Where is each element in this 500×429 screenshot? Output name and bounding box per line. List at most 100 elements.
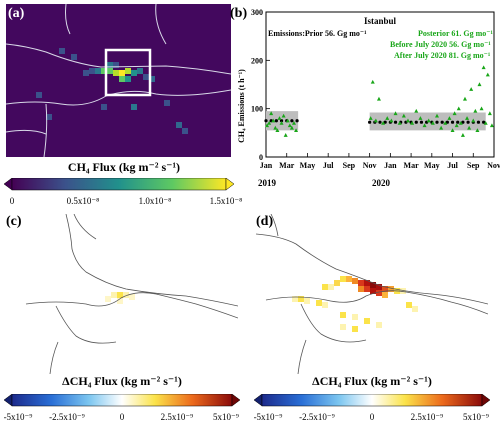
- posterior-point: [265, 123, 270, 128]
- prior-point: [461, 120, 465, 124]
- posterior-point: [373, 118, 378, 123]
- prior-point: [419, 120, 424, 124]
- flux-cell: [95, 68, 101, 74]
- posterior-point: [475, 128, 480, 133]
- posterior-point: [467, 125, 472, 130]
- panel-b: CH₄ Emissions (t h⁻¹) Istanbul Emissions…: [230, 4, 500, 190]
- colorbar-d-tick-4: 5x10⁻⁹: [463, 412, 489, 422]
- posterior-point: [477, 82, 482, 87]
- posterior-point: [435, 113, 439, 118]
- difference-map-c: [6, 213, 239, 375]
- diff-cell: [364, 286, 370, 292]
- difference-map-d: [255, 213, 489, 375]
- x-tick-label: Sep: [467, 161, 480, 170]
- posterior-point: [291, 120, 296, 125]
- annotation-after: After July 2020 81. Gg mo⁻¹: [394, 51, 491, 60]
- posterior-point: [456, 106, 461, 111]
- colorbar-d-tick-0: -5x10⁻⁹: [254, 412, 282, 422]
- diff-cell: [364, 318, 370, 324]
- diff-cell: [304, 298, 310, 304]
- posterior-point: [279, 120, 284, 125]
- prior-point: [435, 120, 439, 124]
- diff-cell: [328, 284, 334, 290]
- flux-cell: [89, 68, 95, 74]
- diff-cell: [376, 284, 382, 290]
- diff-cell: [346, 276, 352, 282]
- diff-cell: [358, 286, 364, 292]
- posterior-point: [370, 79, 375, 84]
- flux-cell: [46, 114, 52, 120]
- posterior-point: [471, 118, 476, 123]
- prior-point: [279, 119, 284, 123]
- panel-a: (a): [5, 3, 232, 158]
- x-tick-label: Nov: [363, 161, 377, 170]
- x-tick-label: Jul: [447, 161, 458, 170]
- y-tick-label: 200: [251, 56, 263, 65]
- posterior-point: [454, 123, 459, 128]
- flux-cell: [182, 128, 188, 134]
- diff-cell: [123, 292, 129, 298]
- flux-cell: [71, 54, 77, 60]
- posterior-point: [368, 116, 373, 120]
- posterior-point: [426, 118, 431, 123]
- panel-d: (d): [255, 213, 489, 375]
- posterior-point: [271, 118, 276, 123]
- posterior-point: [281, 113, 286, 118]
- posterior-point: [422, 123, 427, 128]
- posterior-point: [277, 116, 282, 120]
- diff-cell: [117, 298, 123, 304]
- posterior-point: [289, 125, 294, 130]
- flux-cell: [113, 70, 119, 76]
- x-tick-label: Jan: [384, 161, 397, 170]
- flux-cell: [119, 76, 125, 82]
- colorbar-c-tick-3: 2.5x10⁻⁹: [161, 412, 194, 422]
- posterior-point: [462, 96, 467, 101]
- prior-point: [368, 120, 372, 124]
- posterior-point: [489, 123, 494, 128]
- flux-cell: [101, 68, 107, 74]
- flux-cell: [101, 104, 107, 110]
- diff-cell: [292, 296, 298, 302]
- x-tick-label: Nov: [487, 161, 500, 170]
- flux-cell: [107, 62, 113, 68]
- flux-cell: [137, 68, 143, 74]
- prior-point: [445, 120, 449, 124]
- diff-cell: [340, 312, 346, 318]
- colorbar-top-title: CH₄ Flux (kg m⁻² s⁻¹): [67, 160, 181, 174]
- posterior-point: [485, 72, 490, 77]
- posterior-point: [443, 120, 448, 125]
- x-tick-label: Jul: [323, 161, 334, 170]
- posterior-point: [275, 128, 280, 133]
- diff-cell: [340, 276, 346, 282]
- region-box: [104, 48, 152, 97]
- y-tick-label: 0: [259, 153, 263, 162]
- x-tick-label: Mar: [404, 161, 420, 170]
- posterior-point: [385, 116, 390, 120]
- prior-point: [456, 120, 460, 124]
- year-label-2020: 2020: [372, 178, 391, 188]
- panel-label-c: (c): [6, 214, 22, 229]
- diff-cell: [382, 286, 388, 292]
- panel-label-d: (d): [256, 214, 274, 229]
- diff-cell: [352, 278, 358, 284]
- flux-map-a: [5, 3, 232, 158]
- colorbar-d: -5x10⁻⁹ -2.5x10⁻⁹ 0 2.5x10⁻⁹ 5x10⁻⁹: [254, 394, 490, 422]
- colorbar-d-title: ΔCH₄ Flux (kg m⁻² s⁻¹): [312, 374, 432, 388]
- x-tick-label: May: [300, 161, 316, 170]
- flux-cell: [131, 70, 137, 76]
- y-axis-label: CH₄ Emissions (t h⁻¹): [238, 69, 246, 143]
- flux-cell: [125, 68, 131, 74]
- colorbar-d-tick-1: -2.5x10⁻⁹: [299, 412, 335, 422]
- colorbar-top-tick-0: 0: [10, 196, 15, 206]
- prior-point: [482, 120, 486, 124]
- diff-cell: [117, 292, 123, 298]
- plot-frame: [265, 11, 495, 158]
- flux-cell: [131, 104, 137, 110]
- diff-cell: [370, 282, 376, 288]
- colorbar-d-tick-3: 2.5x10⁻⁹: [411, 412, 444, 422]
- flux-cell: [176, 122, 182, 128]
- posterior-point: [393, 111, 398, 116]
- panel-label-b: (b): [230, 6, 248, 21]
- colorbar-top-tick-1: 0.5x10⁻⁸: [67, 196, 100, 206]
- posterior-point: [414, 108, 419, 113]
